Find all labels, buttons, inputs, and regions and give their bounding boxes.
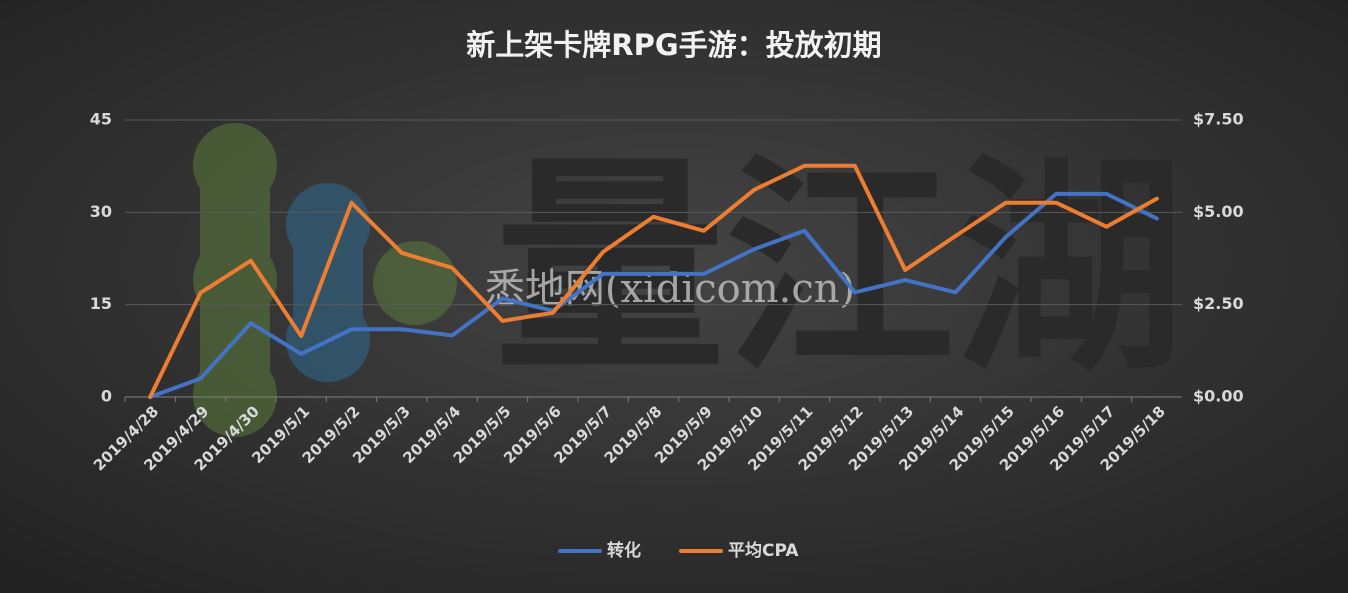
legend-label: 平均CPA <box>728 540 799 561</box>
chart-title: 新上架卡牌RPG手游：投放初期 <box>466 28 881 62</box>
y-tick-label: 0 <box>101 387 112 406</box>
y2-tick-label: $7.50 <box>1193 110 1244 129</box>
y-tick-label: 15 <box>90 294 112 313</box>
legend-item: 转化 <box>558 540 641 561</box>
watermark-big: 量江湖 <box>495 136 1185 403</box>
line <box>148 191 1159 399</box>
y-tick-label: 45 <box>90 110 112 129</box>
legend-item: 平均CPA <box>679 540 799 561</box>
y-tick-label: 30 <box>90 202 112 221</box>
legend-label: 转化 <box>607 540 641 561</box>
line <box>148 163 1159 399</box>
y2-tick-label: $2.50 <box>1193 294 1244 313</box>
y2-tick-label: $5.00 <box>1193 202 1244 221</box>
y2-tick-label: $0.00 <box>1193 387 1244 406</box>
